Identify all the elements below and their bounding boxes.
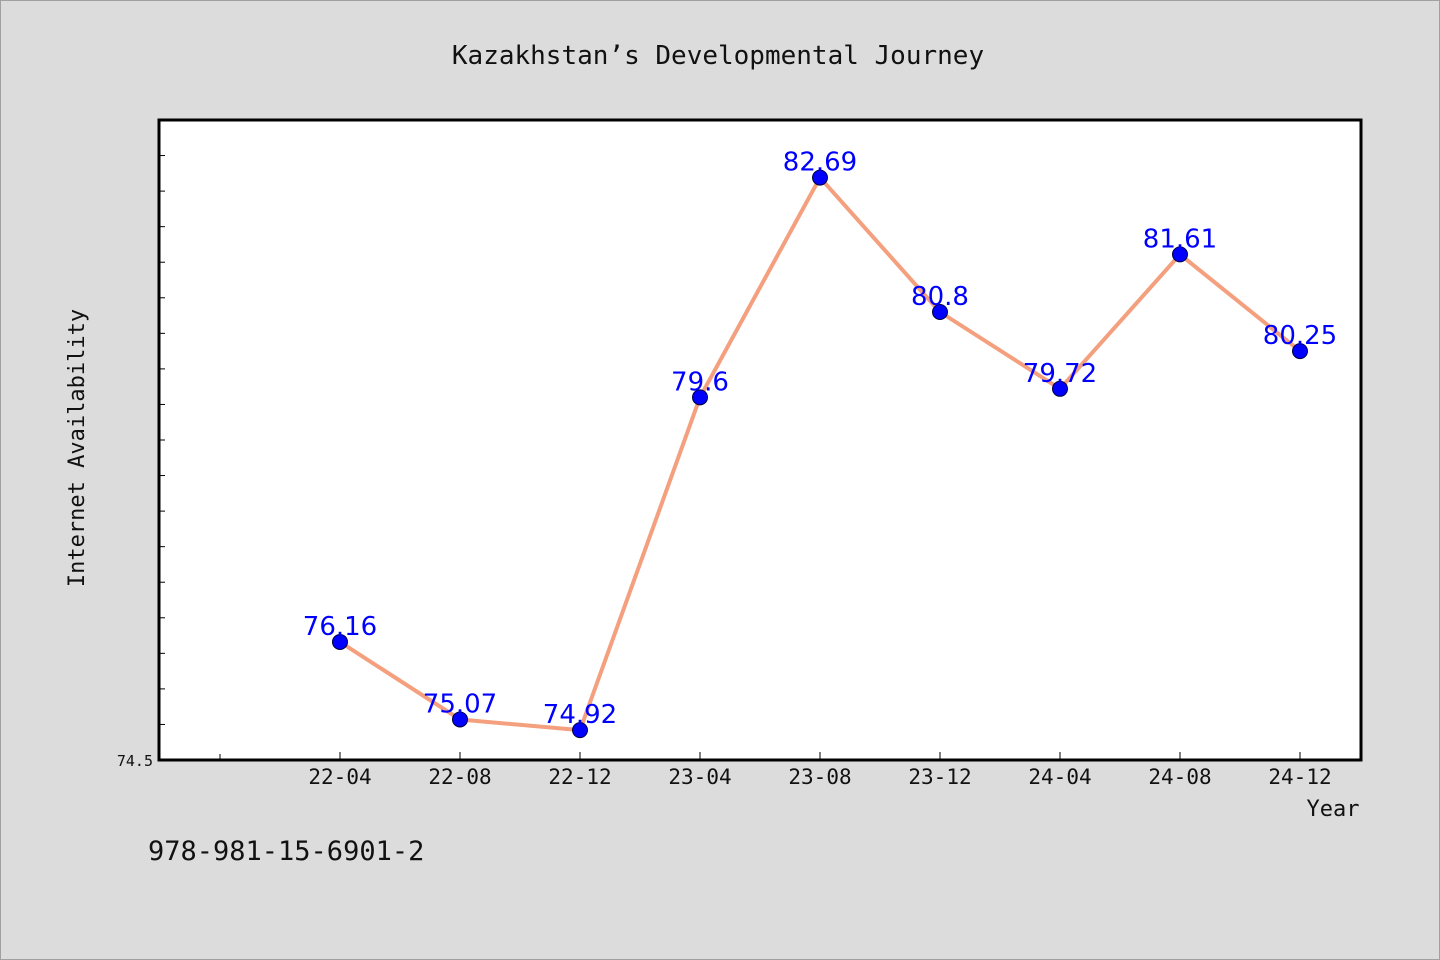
data-point [692,389,708,406]
x-tick-label: 22-12 [548,765,611,789]
x-tick-label: 23-04 [668,765,731,789]
x-tick-label: 22-04 [308,765,371,789]
data-label: 81.61 [1143,224,1217,254]
plot-area [157,118,1363,762]
x-axis-ticks: 22-04 22-08 22-12 23-04 23-08 23-12 24-04 24-08… [219,752,1332,789]
data-point [812,169,828,186]
x-axis-label: Year [1307,797,1360,822]
data-point [1172,246,1188,263]
data-point [332,633,348,650]
y-axis-ticks: 74.5 [117,119,165,770]
x-tick-label: 24-04 [1028,765,1091,789]
isbn-note: 978-981-15-6901-2 [148,836,425,867]
data-label: 79.6 [671,367,729,397]
data-point [932,304,948,320]
data-point [1052,380,1068,397]
data-label: 82.69 [783,148,857,178]
x-tick-label: 24-12 [1268,765,1331,789]
x-tick-label: 22-08 [428,765,491,789]
data-label: 75.07 [423,689,497,719]
y-tick-label: 74.5 [117,752,153,770]
data-label: 74.92 [543,700,617,730]
data-point [572,722,588,739]
chart-title: Kazakhstan’s Developmental Journey [452,41,984,71]
x-tick-label: 23-08 [788,765,851,789]
data-label-layer: 76.16 75.07 74.92 79.6 82.69 80.8 79.72 81.61 80… [303,148,1337,731]
data-label: 80.25 [1263,321,1337,351]
data-label: 80.8 [911,282,969,312]
data-label: 76.16 [303,612,377,642]
data-label: 79.72 [1023,359,1097,389]
x-tick-label: 24-08 [1148,765,1211,789]
y-axis-label: Internet Availability [65,309,90,587]
data-point [1292,343,1308,360]
data-point [452,711,468,728]
series-layer [332,169,1308,739]
x-tick-label: 23-12 [908,765,971,789]
